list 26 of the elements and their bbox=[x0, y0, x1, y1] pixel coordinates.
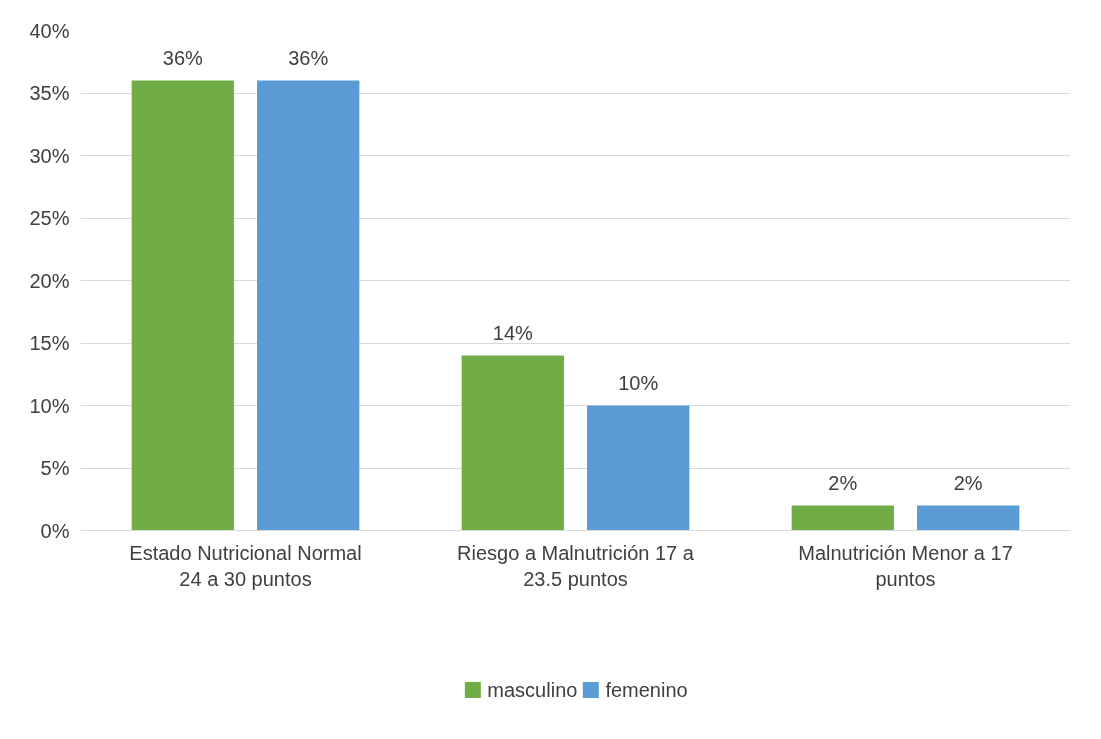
y-tick-label: 20% bbox=[29, 269, 70, 292]
y-tick-label: 25% bbox=[29, 207, 70, 229]
y-tick-label: 35% bbox=[29, 82, 70, 104]
data-label: 2% bbox=[828, 471, 858, 494]
bar bbox=[131, 80, 234, 531]
data-label: 2% bbox=[953, 471, 983, 494]
bar bbox=[461, 355, 564, 531]
data-label: 10% bbox=[618, 371, 659, 394]
data-label: 36% bbox=[162, 46, 204, 69]
y-tick-label: 30% bbox=[29, 144, 70, 167]
bar bbox=[257, 80, 360, 531]
data-label: 14% bbox=[492, 321, 534, 344]
legend-label: masculino bbox=[487, 678, 578, 702]
legend-label: femenino bbox=[605, 678, 688, 702]
y-tick-label: 15% bbox=[29, 332, 70, 354]
y-tick-label: 40% bbox=[29, 19, 70, 42]
data-label: 36% bbox=[288, 46, 329, 69]
y-tick-label: 5% bbox=[40, 457, 70, 479]
x-tick-label: Riesgo a Malnutrición 17 a 23.5 puntos bbox=[457, 541, 695, 590]
x-tick-label: Estado Nutricional Normal 24 a 30 puntos bbox=[129, 541, 362, 590]
bar bbox=[917, 505, 1020, 531]
x-tick-label: Malnutrición Menor a 17 puntos bbox=[798, 541, 1013, 590]
y-tick-label: 10% bbox=[29, 394, 70, 417]
bar bbox=[587, 405, 690, 531]
bar bbox=[791, 505, 894, 531]
y-tick-label: 0% bbox=[40, 519, 70, 542]
